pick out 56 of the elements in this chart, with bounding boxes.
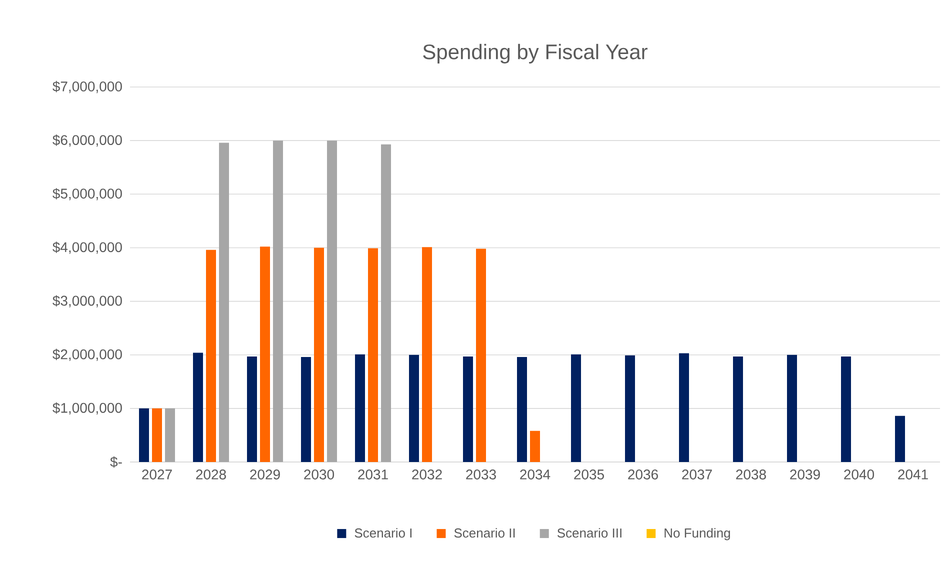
x-tick-label: 2028 xyxy=(196,470,226,480)
x-tick-label: 2031 xyxy=(358,470,388,480)
bar xyxy=(314,248,324,462)
bar xyxy=(422,247,432,462)
bar xyxy=(787,354,798,462)
bar xyxy=(355,354,366,462)
legend-label: Scenario I xyxy=(354,528,412,538)
x-tick-label: 2032 xyxy=(412,470,442,480)
bar xyxy=(165,408,175,462)
bar xyxy=(409,354,419,462)
y-tick-label: $5,000,000 xyxy=(52,188,122,200)
bar xyxy=(463,356,474,462)
bar xyxy=(301,357,311,462)
bar xyxy=(247,356,258,462)
bar xyxy=(625,355,636,462)
bar xyxy=(530,430,540,462)
x-tick-label: 2039 xyxy=(790,470,820,480)
bar xyxy=(517,357,527,462)
x-tick-label: 2027 xyxy=(142,470,172,480)
y-tick-label: $6,000,000 xyxy=(52,134,122,147)
chart-title: Spending by Fiscal Year xyxy=(423,44,648,64)
bar xyxy=(260,246,270,462)
x-tick-label: 2035 xyxy=(574,470,604,480)
bar xyxy=(679,353,690,462)
bar xyxy=(273,140,283,462)
x-tick-label: 2030 xyxy=(304,470,334,480)
bar xyxy=(219,142,229,462)
x-tick-label: 2029 xyxy=(250,470,280,480)
x-tick-label: 2041 xyxy=(898,470,928,480)
bar xyxy=(327,140,337,462)
x-tick-label: 2033 xyxy=(466,470,496,480)
y-tick-label: $1,000,000 xyxy=(52,402,122,415)
y-tick-label: $- xyxy=(110,456,122,468)
x-tick-label: 2037 xyxy=(682,470,712,480)
legend-label: No Funding xyxy=(664,528,730,540)
x-tick-label: 2034 xyxy=(520,470,550,480)
y-tick-label: $2,000,000 xyxy=(52,348,122,361)
x-tick-label: 2040 xyxy=(844,470,874,480)
bar xyxy=(381,144,392,462)
bar xyxy=(206,250,216,462)
y-tick-label: $7,000,000 xyxy=(52,80,122,94)
bar xyxy=(152,408,162,462)
bar xyxy=(476,248,486,462)
bar xyxy=(841,356,852,462)
legend-label: Scenario II xyxy=(454,528,515,538)
legend-label: Scenario III xyxy=(557,528,622,538)
bar xyxy=(368,248,378,462)
bar xyxy=(139,408,149,462)
bar xyxy=(733,356,744,462)
bar xyxy=(571,354,582,462)
bar xyxy=(193,352,203,462)
y-tick-label: $4,000,000 xyxy=(52,242,122,254)
x-tick-label: 2036 xyxy=(628,470,658,480)
x-tick-label: 2038 xyxy=(736,470,766,480)
bar xyxy=(895,416,906,462)
y-tick-label: $3,000,000 xyxy=(52,295,122,308)
